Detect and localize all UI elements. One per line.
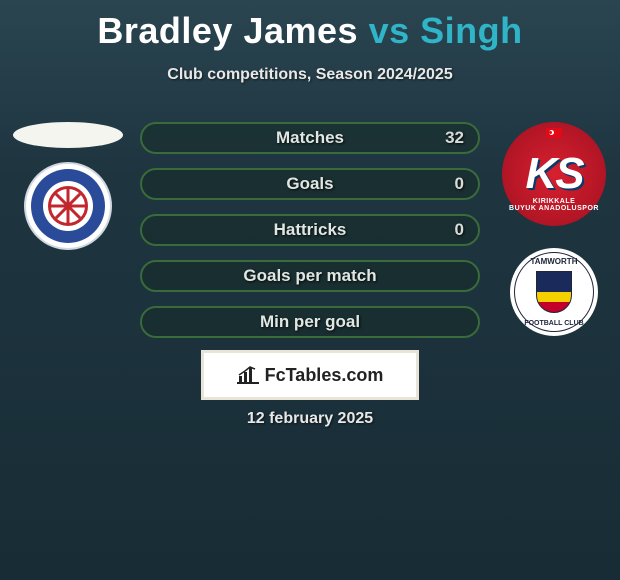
- hartlepool-badge-icon: [18, 162, 118, 250]
- date-label: 12 february 2025: [0, 410, 620, 428]
- stat-label: Hattricks: [274, 220, 347, 240]
- vs-label: vs: [369, 10, 410, 51]
- tamworth-badge-icon: TAMWORTH FOOTBALL CLUB: [510, 248, 598, 336]
- bar-chart-icon: [237, 366, 259, 384]
- stat-value: 32: [445, 128, 464, 148]
- stats-column: Matches 32 Goals 0 Hattricks 0 Goals per…: [140, 122, 480, 352]
- subtitle: Club competitions, Season 2024/2025: [0, 66, 620, 84]
- comparison-title: Bradley James vs Singh: [0, 0, 620, 52]
- attribution-box: FcTables.com: [201, 350, 419, 400]
- stat-label: Min per goal: [260, 312, 360, 332]
- left-badge-column: [8, 122, 128, 250]
- player2-name: Singh: [420, 10, 522, 51]
- stat-label: Goals per match: [243, 266, 376, 286]
- right-badge-column: KS KIRIKKALEBUYUK ANADOLUSPOR TAMWORTH F…: [500, 122, 608, 336]
- stat-label: Goals: [286, 174, 333, 194]
- stat-value: 0: [455, 220, 464, 240]
- kirikkale-badge-icon: KS KIRIKKALEBUYUK ANADOLUSPOR: [502, 122, 606, 226]
- stat-label: Matches: [276, 128, 344, 148]
- stat-pill-min-per-goal: Min per goal: [140, 306, 480, 338]
- stat-value: 0: [455, 174, 464, 194]
- stat-pill-matches: Matches 32: [140, 122, 480, 154]
- player1-name: Bradley James: [97, 10, 358, 51]
- stat-pill-goals: Goals 0: [140, 168, 480, 200]
- stat-pill-goals-per-match: Goals per match: [140, 260, 480, 292]
- placeholder-oval-icon: [13, 122, 123, 148]
- stat-pill-hattricks: Hattricks 0: [140, 214, 480, 246]
- attribution-text: FcTables.com: [265, 365, 384, 386]
